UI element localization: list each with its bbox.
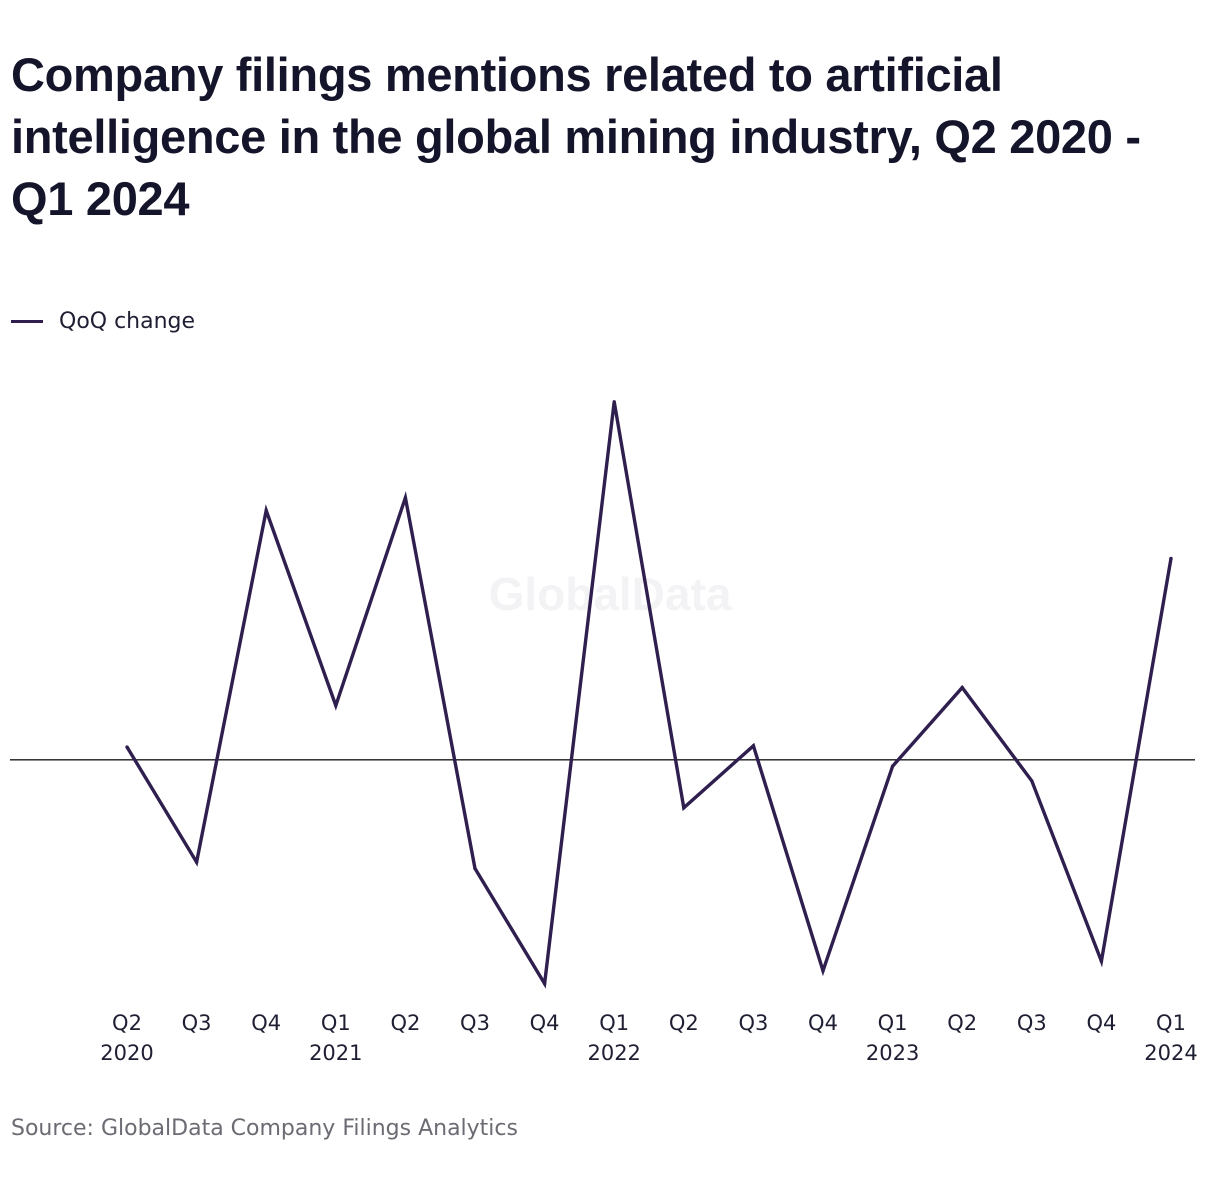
x-tick-label: Q3 bbox=[738, 1011, 768, 1035]
legend-swatch bbox=[11, 319, 43, 323]
x-tick-label: Q1 bbox=[878, 1011, 908, 1035]
data-point bbox=[194, 860, 199, 864]
data-point bbox=[960, 685, 964, 690]
legend: QoQ change bbox=[11, 306, 195, 336]
x-tick-label: Q2 bbox=[669, 1011, 699, 1035]
x-tick-label: Q3 bbox=[1017, 1011, 1047, 1035]
data-point bbox=[890, 764, 895, 768]
x-tick-label: Q4 bbox=[808, 1011, 838, 1035]
x-tick-year-label: 2023 bbox=[866, 1041, 919, 1065]
x-tick-label: Q4 bbox=[251, 1011, 281, 1035]
watermark: GlobalData bbox=[489, 568, 732, 620]
x-tick-label: Q1 bbox=[1156, 1011, 1186, 1035]
data-point bbox=[751, 744, 756, 748]
data-point bbox=[125, 745, 129, 749]
chart-title: Company filings mentions related to arti… bbox=[11, 48, 1141, 225]
x-tick-label: Q3 bbox=[182, 1011, 212, 1035]
data-point bbox=[334, 703, 338, 708]
data-point bbox=[403, 495, 408, 500]
x-axis: Q2 2020 Q3 Q4 Q1 2021 Q2 Q3 Q4 Q1 2022 Q2 Q3 Q4 Q1 2023… bbox=[100, 1011, 1197, 1065]
x-tick-label: Q1 bbox=[599, 1011, 629, 1035]
x-tick-label: Q3 bbox=[460, 1011, 490, 1035]
x-tick-year-label: 2024 bbox=[1144, 1041, 1197, 1065]
series-line bbox=[125, 401, 1173, 989]
x-tick-label: Q2 bbox=[947, 1011, 977, 1035]
x-tick-year-label: 2020 bbox=[100, 1041, 153, 1065]
data-point bbox=[1169, 556, 1173, 561]
data-point bbox=[264, 508, 268, 513]
data-point bbox=[612, 400, 616, 404]
data-point bbox=[682, 806, 686, 810]
x-tick-label: Q2 bbox=[112, 1011, 142, 1035]
source-note: Source: GlobalData Company Filings Analy… bbox=[11, 1116, 518, 1141]
x-tick-label: Q2 bbox=[390, 1011, 420, 1035]
data-point bbox=[542, 981, 547, 986]
x-tick-label: Q4 bbox=[1086, 1011, 1116, 1035]
x-tick-label: Q1 bbox=[321, 1011, 351, 1035]
data-point bbox=[821, 969, 825, 973]
x-tick-year-label: 2022 bbox=[587, 1041, 640, 1065]
data-point bbox=[473, 866, 477, 871]
data-point bbox=[1030, 779, 1034, 783]
legend-label: QoQ change bbox=[59, 308, 196, 334]
x-tick-label: Q4 bbox=[530, 1011, 560, 1035]
x-tick-year-label: 2021 bbox=[309, 1041, 362, 1065]
data-point bbox=[1099, 959, 1104, 963]
series-group bbox=[125, 400, 1173, 989]
